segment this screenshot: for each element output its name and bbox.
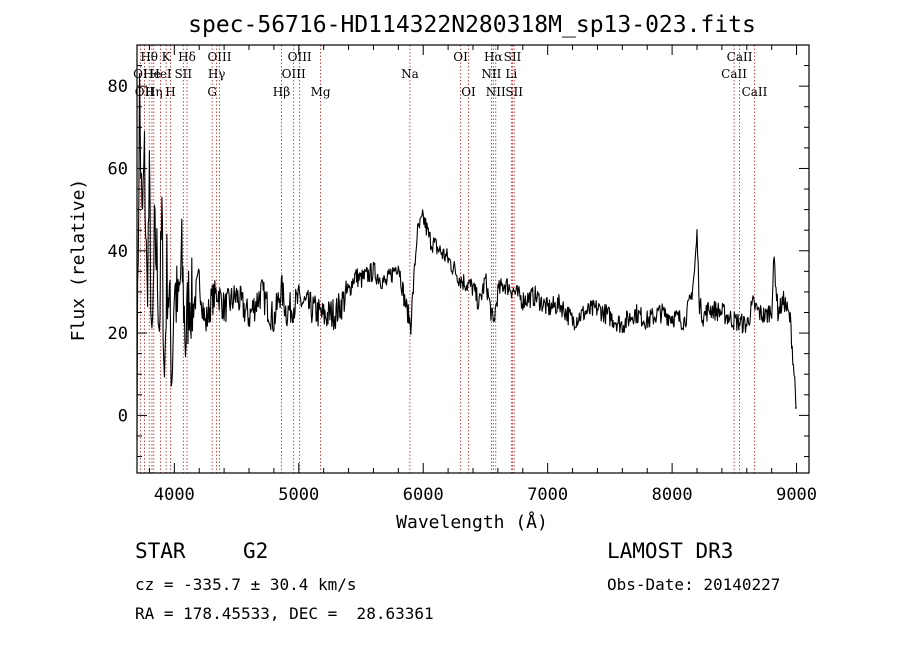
y-axis-ticks: 0 20 40 60 80 [108, 44, 809, 458]
x-tick-label: 5000 [278, 485, 319, 505]
spectral-line-label: OIII [288, 50, 312, 64]
y-axis-label: Flux (relative) [68, 179, 89, 342]
spectral-line-label: SII [505, 85, 523, 99]
y-tick-label: 80 [108, 77, 128, 97]
spectral-line-label: H [165, 85, 175, 99]
spectral-line-label: Mg [311, 85, 331, 99]
x-tick-label: 6000 [403, 485, 444, 505]
spectral-line-label: CaII [742, 85, 768, 99]
spectral-line-label: Li [505, 67, 517, 81]
spectral-subclass: G2 [243, 539, 269, 563]
spectral-line-label: Hβ [273, 85, 290, 99]
object-type: STAR [135, 539, 186, 563]
plot-frame [136, 44, 810, 474]
spectral-line-label: CaII [727, 50, 753, 64]
x-axis-ticks: 4000 5000 6000 7000 8000 9000 [148, 45, 817, 505]
spectral-line-label: G [207, 85, 217, 99]
spectral-line-label: SII [174, 67, 192, 81]
observation-date: Obs-Date: 20140227 [607, 575, 781, 594]
spectral-line-markers [139, 45, 755, 473]
spectral-line-label: K [162, 50, 172, 64]
spectral-line-label: CaII [721, 67, 747, 81]
flux-series-line [136, 73, 798, 441]
spectral-line-label: Hα [484, 50, 503, 64]
redshift-velocity: cz = -335.7 ± 30.4 km/s [135, 575, 357, 594]
spectral-line-label: Hη [145, 85, 163, 99]
spectral-line-label: NII [481, 67, 501, 81]
spectral-line-label: Hθ [140, 50, 158, 64]
x-axis-label: Wavelength (Å) [396, 511, 548, 533]
spectral-line-label: OIII [207, 50, 231, 64]
spectral-line-label: OI [453, 50, 468, 64]
spectral-line-label: He [143, 67, 161, 81]
x-tick-label: 8000 [652, 485, 693, 505]
y-tick-label: 20 [108, 324, 128, 344]
x-tick-label: 7000 [527, 485, 568, 505]
spectral-line-label: Hδ [178, 50, 196, 64]
y-tick-label: 40 [108, 242, 128, 262]
x-tick-label: 4000 [154, 485, 195, 505]
survey-name: LAMOST DR3 [607, 539, 734, 563]
coordinates: RA = 178.45533, DEC = 28.63361 [135, 604, 434, 623]
spectral-line-label: OIII [282, 67, 306, 81]
spectral-line-label: NII [486, 85, 506, 99]
y-tick-label: 0 [118, 406, 128, 426]
spectral-line-label: HeI [149, 67, 172, 81]
chart-title: spec-56716-HD114322N280318M_sp13-023.fit… [188, 12, 756, 38]
spectral-line-label: SII [504, 50, 522, 64]
y-tick-label: 60 [108, 159, 128, 179]
x-tick-label: 9000 [776, 485, 817, 505]
spectral-line-labels: OIOIIHθHeHηKHeIHSIIHδGHγOIIIHβOIIIOIIIMg… [133, 50, 768, 99]
spectral-line-label: Hγ [208, 67, 226, 81]
spectral-line-label: Na [401, 67, 419, 81]
spectral-line-label: OI [461, 85, 476, 99]
